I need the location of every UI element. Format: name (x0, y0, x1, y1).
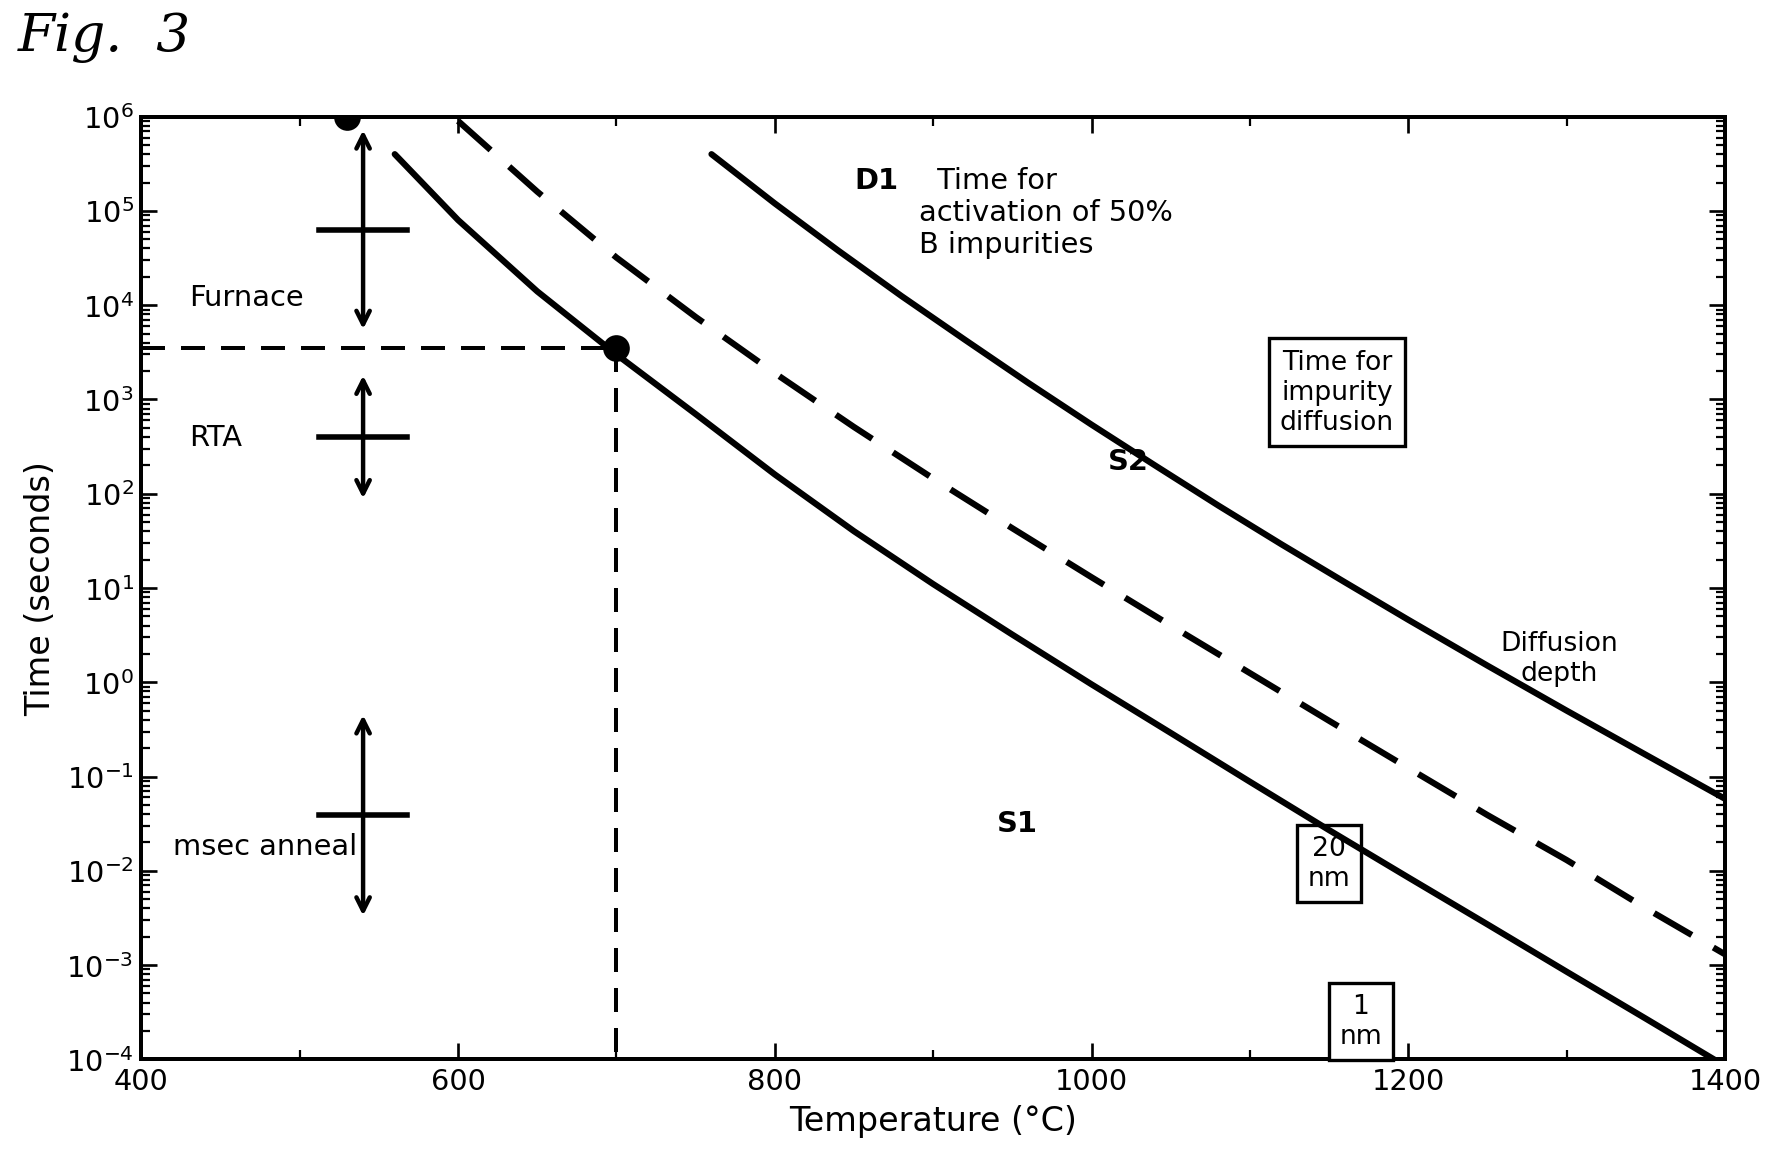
Text: Time for
impurity
diffusion: Time for impurity diffusion (1280, 349, 1394, 435)
Text: msec anneal: msec anneal (173, 832, 357, 861)
Text: S1: S1 (996, 809, 1037, 837)
Text: RTA: RTA (189, 424, 241, 452)
Text: 1
nm: 1 nm (1339, 994, 1382, 1050)
X-axis label: Temperature (°C): Temperature (°C) (789, 1104, 1076, 1137)
Y-axis label: Time (seconds): Time (seconds) (23, 461, 57, 715)
Text: 20
nm: 20 nm (1307, 836, 1349, 892)
Text: S2: S2 (1107, 448, 1148, 476)
Text: Diffusion
depth: Diffusion depth (1499, 630, 1617, 686)
Text: Furnace: Furnace (189, 284, 303, 312)
Text: D1: D1 (853, 166, 898, 194)
Text: Fig.  3: Fig. 3 (18, 12, 191, 63)
Text: Time for
activation of 50%
B impurities: Time for activation of 50% B impurities (919, 166, 1173, 259)
